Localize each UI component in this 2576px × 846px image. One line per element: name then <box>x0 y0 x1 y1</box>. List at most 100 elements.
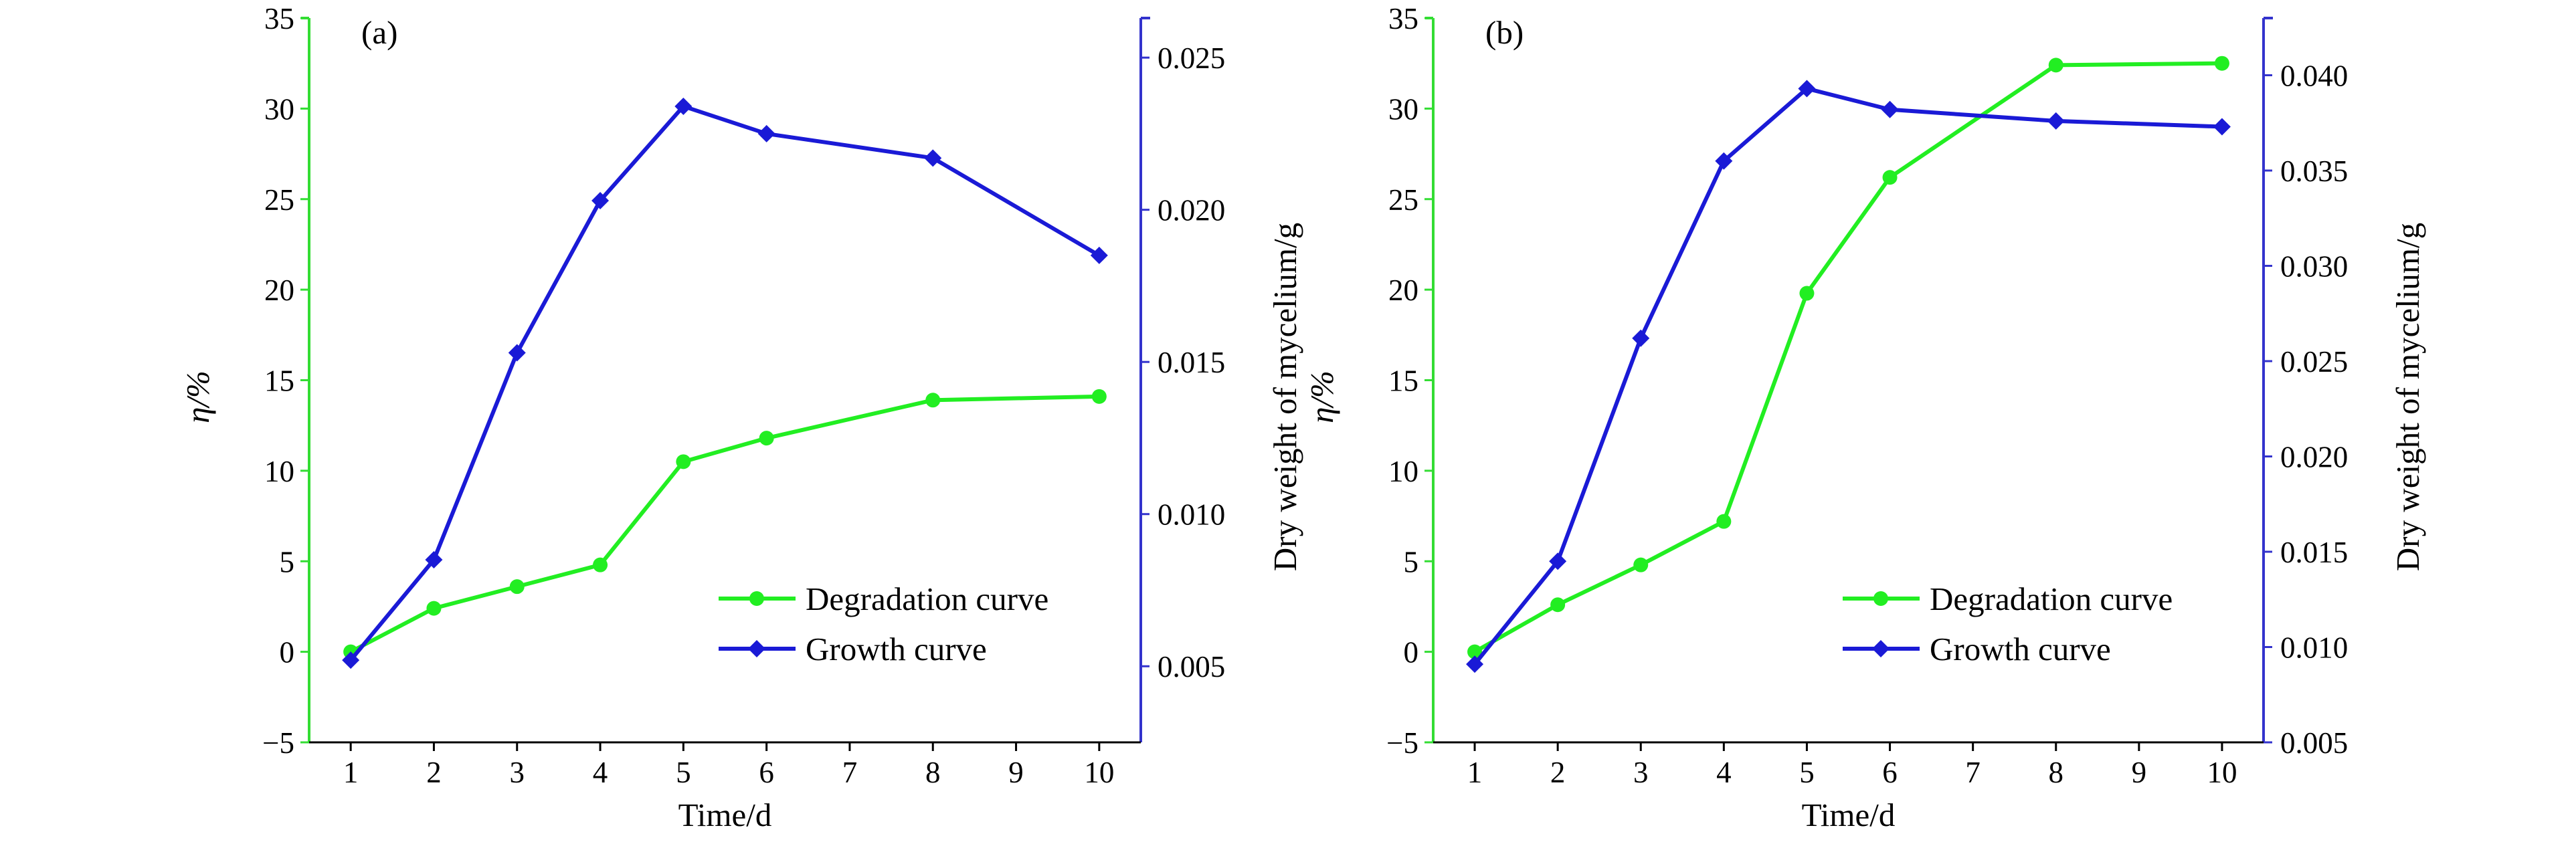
x-tick-label: 10 <box>2207 756 2237 789</box>
x-tick-label: 2 <box>426 756 442 789</box>
left-y-tick-label: 10 <box>1388 455 1418 488</box>
degradation-point <box>1716 514 1732 529</box>
degradation-curve-line <box>349 394 1099 654</box>
degradation-point <box>1467 644 1483 659</box>
growth-point <box>425 550 443 568</box>
right-y-tick-label: 0.005 <box>2280 726 2348 760</box>
x-tick-label: 9 <box>1008 756 1024 789</box>
right-y-tick-label: 0.030 <box>2280 250 2348 284</box>
legend-label: Degradation curve <box>806 580 1048 617</box>
panel-label: (a) <box>361 14 397 51</box>
right-y-tick-label: 0.010 <box>2280 631 2348 665</box>
left-y-tick-label: 5 <box>1404 545 1419 578</box>
left-y-tick-label: 0 <box>280 636 295 669</box>
degradation-point <box>1799 286 1815 301</box>
legend-swatch-marker <box>749 591 764 606</box>
right-y-axis-title: Dry weight of mycelium/g <box>2389 223 2426 571</box>
degradation-curve-line <box>1473 61 2222 654</box>
left-y-tick-label: −5 <box>1386 726 1418 760</box>
x-tick-label: 1 <box>343 756 359 789</box>
left-y-tick-label: 20 <box>1388 274 1418 307</box>
right-y-tick-label: 0.020 <box>1158 194 1225 227</box>
left-y-axis-title: η/% <box>179 371 216 423</box>
growth-point <box>924 149 942 167</box>
x-tick-label: 10 <box>1084 756 1114 789</box>
growth-point <box>2213 118 2231 136</box>
degradation-point <box>1091 389 1107 404</box>
legend-label: Growth curve <box>1930 631 2111 667</box>
x-tick-label: 2 <box>1550 756 1566 789</box>
left-y-tick-label: 25 <box>1388 183 1418 217</box>
degradation-point <box>676 454 691 469</box>
right-y-tick-label: 0.040 <box>2280 60 2348 93</box>
left-y-tick-label: 35 <box>264 2 294 35</box>
x-tick-label: 1 <box>1467 756 1483 789</box>
left-y-tick-label: 15 <box>264 364 294 398</box>
x-tick-label: 7 <box>1965 756 1981 789</box>
growth-point <box>674 97 693 115</box>
x-tick-label: 8 <box>925 756 941 789</box>
degradation-point <box>2048 58 2063 73</box>
growth-point <box>342 651 360 669</box>
degradation-point <box>1882 170 1898 185</box>
growth-point <box>1466 655 1484 673</box>
x-tick-label: 3 <box>510 756 525 789</box>
right-y-tick-label: 0.005 <box>1158 650 1225 683</box>
degradation-point <box>759 431 774 446</box>
right-y-tick-label: 0.015 <box>1158 346 1225 379</box>
left-y-tick-label: 0 <box>1404 636 1419 669</box>
growth-point <box>508 344 526 362</box>
left-y-tick-label: −5 <box>262 726 294 760</box>
right-y-tick-label: 0.025 <box>2280 345 2348 379</box>
growth-point <box>1715 152 1733 170</box>
x-axis-title: Time/d <box>678 797 772 833</box>
growth-point <box>1881 100 1899 118</box>
legend: Degradation curve Growth curve <box>1843 580 2173 667</box>
right-y-tick-label: 0.010 <box>1158 498 1225 532</box>
growth-point <box>591 192 610 210</box>
x-tick-label: 9 <box>2132 756 2147 789</box>
right-y-tick-label: 0.025 <box>1158 41 1225 75</box>
left-y-tick-label: 10 <box>264 455 294 488</box>
legend-label: Degradation curve <box>1930 580 2173 617</box>
growth-curve-line <box>1473 86 2223 666</box>
right-y-axis-title: Dry weight of mycelium/g <box>1267 223 1303 571</box>
right-y-tick-label: 0.020 <box>2280 441 2348 474</box>
left-y-tick-label: 15 <box>1388 364 1418 398</box>
left-y-tick-label: 35 <box>1388 2 1418 35</box>
chart-panel-a: 1 2 3 4 5 6 7 8 9 10 −5 0 5 10 15 20 25 30 35 0.005 0.010 0.0… <box>179 2 1303 833</box>
growth-point <box>1632 329 1650 347</box>
degradation-point <box>2214 56 2229 71</box>
degradation-point <box>593 557 608 572</box>
left-y-tick-label: 5 <box>280 545 295 578</box>
panel-label: (b) <box>1485 14 1524 51</box>
growth-point <box>2047 112 2065 130</box>
growth-point <box>757 124 775 142</box>
degradation-point <box>1633 557 1649 572</box>
x-tick-label: 5 <box>1799 756 1815 789</box>
legend-swatch-marker <box>748 640 765 657</box>
growth-point <box>1090 246 1108 264</box>
growth-point <box>1798 80 1816 98</box>
x-tick-label: 8 <box>2049 756 2064 789</box>
x-tick-label: 6 <box>1882 756 1898 789</box>
legend-swatch-marker <box>1872 640 1890 657</box>
x-tick-label: 5 <box>676 756 691 789</box>
chart-panel-b: 1 2 3 4 5 6 7 8 9 10 −5 0 5 10 15 20 25 30 35 0.005 0.010 0.0… <box>1303 2 2426 833</box>
x-axis-title: Time/d <box>1802 797 1896 833</box>
degradation-point <box>925 393 941 408</box>
x-tick-label: 4 <box>1716 756 1732 789</box>
left-y-axis-title: η/% <box>1303 371 1340 423</box>
right-y-tick-label: 0.015 <box>2280 536 2348 569</box>
left-y-tick-label: 30 <box>264 92 294 126</box>
left-y-tick-label: 30 <box>1388 92 1418 126</box>
x-tick-label: 4 <box>593 756 608 789</box>
left-y-tick-label: 20 <box>264 274 294 307</box>
legend-label: Growth curve <box>806 631 987 667</box>
x-tick-label: 6 <box>759 756 774 789</box>
legend-swatch-marker <box>1873 591 1888 606</box>
x-tick-label: 7 <box>842 756 858 789</box>
x-tick-label: 3 <box>1633 756 1649 789</box>
degradation-point <box>426 601 442 616</box>
